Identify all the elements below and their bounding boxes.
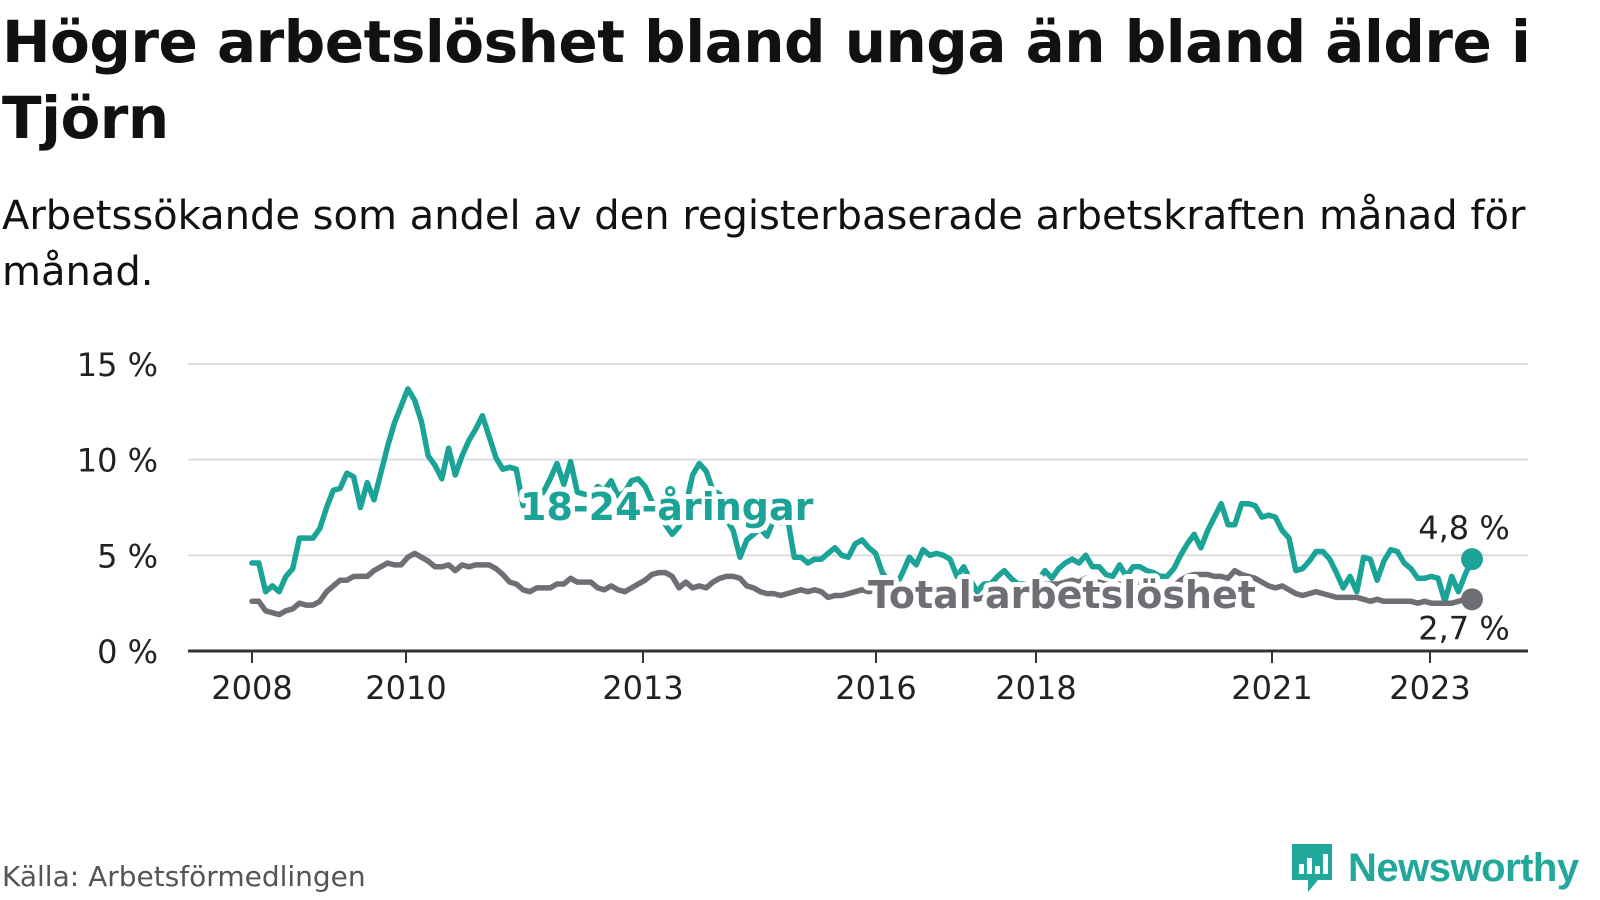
chart-subtitle: Arbetssökande som andel av den registerb… xyxy=(2,193,1526,295)
series-label-youth-halo: 18-24-åringar xyxy=(520,485,814,529)
gridlines xyxy=(188,363,1528,653)
chart-title: Högre arbetslöshet bland unga än bland ä… xyxy=(2,8,1531,152)
y-tick-label-10: 10 % xyxy=(77,442,158,480)
series-label-total: Total arbetslöshet xyxy=(868,573,1256,617)
y-axis-ticks: 0 % 5 % 10 % 15 % xyxy=(77,346,158,671)
x-tick-label-2023: 2023 xyxy=(1389,669,1470,707)
brand-logo: Newsworthy xyxy=(1288,840,1579,896)
series-lines xyxy=(249,386,1483,618)
series-label-youth: 18-24-åringar xyxy=(520,485,814,529)
y-tick-label-0: 0 % xyxy=(97,633,158,671)
x-tick-label-2018: 2018 xyxy=(995,669,1076,707)
x-tick-label-2016: 2016 xyxy=(835,669,916,707)
y-tick-label-5: 5 % xyxy=(97,537,158,575)
series-label-total-halo: Total arbetslöshet xyxy=(868,573,1256,617)
end-value-total: 2,7 % xyxy=(1418,609,1509,647)
end-value-youth: 4,8 % xyxy=(1418,509,1509,547)
x-tick-label-2013: 2013 xyxy=(602,669,683,707)
x-tick-label-2010: 2010 xyxy=(365,669,446,707)
series-line-total xyxy=(249,550,1475,618)
series-endpoint-youth xyxy=(1461,548,1483,571)
x-axis-ticks: 2008 2010 2013 2016 2018 2021 2023 xyxy=(211,651,1471,707)
x-tick-label-2021: 2021 xyxy=(1231,669,1312,707)
series-endpoint-total xyxy=(1461,588,1483,611)
y-tick-label-15: 15 % xyxy=(77,346,158,384)
source-note: Källa: Arbetsförmedlingen xyxy=(2,860,366,893)
series-line-youth xyxy=(249,386,1475,605)
brand-name: Newsworthy xyxy=(1348,845,1579,890)
x-tick-label-2008: 2008 xyxy=(211,669,292,707)
newsworthy-logo-icon xyxy=(1292,844,1332,892)
